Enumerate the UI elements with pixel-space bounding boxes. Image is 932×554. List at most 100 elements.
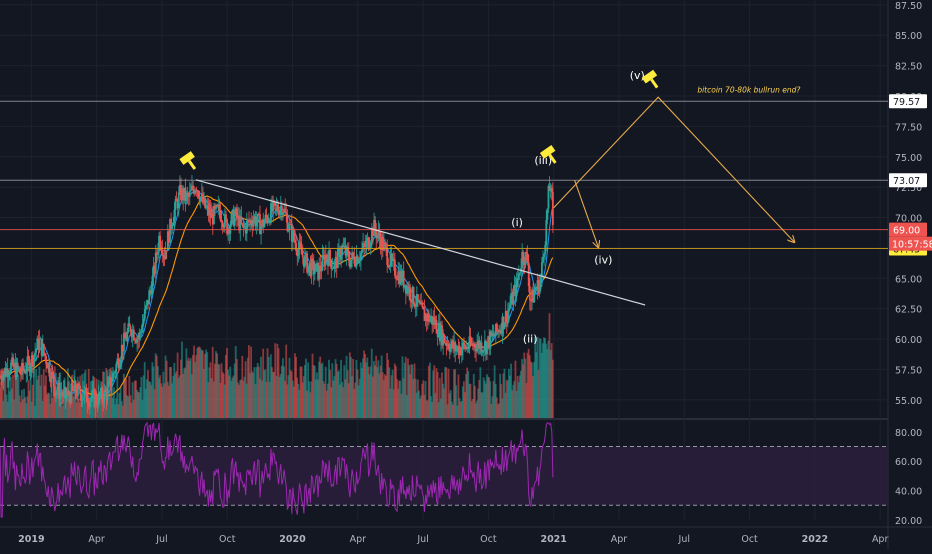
candle-body [247, 220, 249, 222]
candle-body [11, 357, 13, 363]
volume-bar [397, 388, 399, 418]
candle-body [340, 254, 343, 260]
candle-body [256, 213, 259, 222]
volume-bar [319, 356, 322, 418]
candle-body [504, 311, 507, 324]
volume-bar [460, 401, 463, 418]
volume-bar [297, 383, 300, 418]
volume-bar [1, 368, 3, 418]
candle-body [3, 368, 6, 375]
volume-bar [99, 389, 102, 418]
candle-body [143, 308, 146, 319]
volume-bar [190, 374, 193, 418]
volume-bar [416, 379, 419, 418]
candle-body [463, 342, 465, 345]
volume-bar [125, 379, 127, 418]
volume-bar [166, 381, 169, 418]
volume-bar [343, 365, 346, 418]
volume-bar [203, 368, 205, 418]
candle-body [189, 189, 192, 191]
volume-bar [314, 379, 317, 418]
volume-bar [446, 404, 449, 418]
candle-body [401, 270, 404, 283]
price-tick-label: 62.50 [895, 305, 922, 316]
volume-bar [26, 396, 29, 418]
candle-body [362, 243, 364, 250]
volume-bar [366, 357, 369, 418]
candle-body [195, 189, 198, 192]
volume-bar [429, 362, 431, 418]
candle-body [47, 362, 50, 369]
candle-body [435, 320, 438, 334]
volume-bar [543, 337, 545, 418]
volume-bar [503, 368, 506, 418]
volume-bar [175, 371, 178, 418]
time-tick-label: Apr [350, 534, 367, 545]
candle-body [197, 190, 200, 198]
candle-body [515, 278, 518, 297]
candle-body [488, 336, 491, 349]
volume-bar [484, 383, 487, 418]
volume-bar [316, 372, 318, 418]
volume-bar [208, 367, 211, 418]
volume-bar [330, 387, 333, 418]
price-tick-label: 72.50 [895, 183, 922, 194]
volume-bar [436, 371, 439, 418]
candle-body [445, 342, 448, 346]
volume-bar [384, 374, 386, 418]
candle-body [2, 374, 5, 382]
volume-bar [396, 378, 398, 418]
volume-bar [514, 360, 517, 418]
volume-bar [475, 403, 477, 418]
candle-body [436, 333, 439, 338]
candle-body [373, 219, 375, 236]
candle-body [451, 340, 453, 346]
volume-bar [347, 383, 350, 418]
candle-body [542, 256, 544, 263]
candle-body [440, 325, 442, 342]
candle-body [368, 246, 371, 250]
volume-bar [79, 402, 81, 418]
volume-bar [505, 379, 508, 418]
candle-body [164, 250, 167, 260]
volume-bar [458, 398, 461, 418]
volume-bar [184, 367, 187, 418]
volume-bar [221, 371, 224, 418]
candle-body [194, 189, 197, 194]
candle-body [411, 287, 414, 303]
volume-bar [5, 394, 8, 418]
candle-body [364, 245, 367, 248]
candle-body [319, 265, 322, 272]
volume-bar [533, 361, 536, 418]
candle-body [443, 334, 446, 343]
candle-body [236, 208, 238, 219]
candle-body [277, 210, 280, 216]
candle-body [511, 293, 514, 305]
wave-label: (iv) [594, 254, 612, 267]
time-tick-label: Apr [611, 534, 628, 545]
volume-bar [195, 355, 198, 418]
volume-bar [537, 369, 540, 418]
candle-body [399, 270, 402, 285]
volume-bar [119, 387, 122, 418]
candle-body [298, 242, 301, 250]
volume-bar [76, 387, 79, 418]
candle-body [211, 213, 214, 225]
candle-body [306, 253, 309, 273]
candle-body [513, 284, 516, 292]
volume-bar [430, 396, 432, 418]
volume-bar [368, 374, 371, 418]
volume-bar [360, 368, 363, 418]
time-tick-label: Apr [88, 534, 105, 545]
volume-bar [459, 401, 462, 418]
candle-body [267, 220, 270, 223]
volume-bar [207, 382, 210, 418]
candle-body [61, 394, 64, 397]
candle-body [28, 359, 31, 373]
candle-body [180, 185, 182, 201]
candle-body [400, 270, 403, 283]
volume-bar [424, 380, 427, 418]
candle-body [354, 263, 357, 267]
candle-body [367, 237, 370, 250]
